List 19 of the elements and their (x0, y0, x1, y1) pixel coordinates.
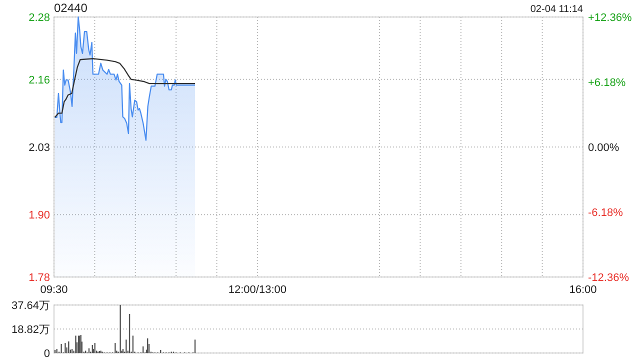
y-tick-label: 0 (44, 348, 50, 360)
y-tick-label: 1.78 (28, 272, 50, 284)
x-tick-label: 16:00 (569, 284, 597, 296)
text: 02-04 11:14 (530, 4, 584, 15)
y-tick-label: 2.16 (28, 74, 50, 86)
y2-tick-label: -6.18% (588, 207, 624, 219)
y-tick-label: 2.03 (28, 142, 50, 154)
x-tick-label: 12:00/13:00 (228, 284, 287, 296)
chart-title: 02440 (54, 1, 88, 15)
y-tick-label: 18.82万 (11, 324, 50, 336)
y2-tick-label: 0.00% (588, 142, 620, 154)
y-tick-label: 2.28 (28, 12, 50, 24)
y2-tick-label: +12.36% (588, 12, 632, 24)
y-tick-label: 1.90 (28, 210, 50, 222)
y2-tick-label: +6.18% (588, 77, 626, 89)
y2-tick-label: -12.36% (588, 272, 630, 284)
x-tick-label: 09:30 (40, 284, 68, 296)
y-tick-label: 37.64万 (11, 300, 50, 312)
line-series (54, 58, 196, 118)
